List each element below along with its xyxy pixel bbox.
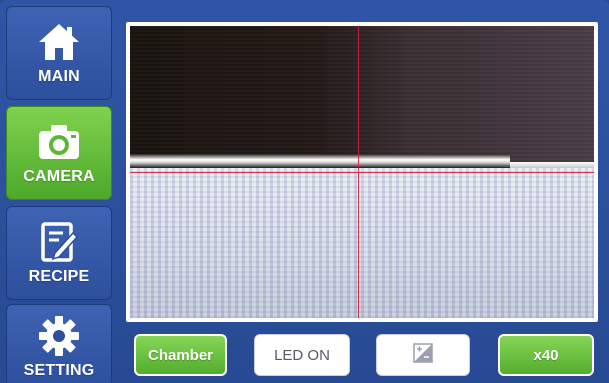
camera-bright-region [130,168,594,318]
sidebar-item-main[interactable]: MAIN [6,6,112,100]
exposure-button[interactable] [376,334,470,376]
camera-icon [35,120,83,164]
sidebar-item-recipe[interactable]: RECIPE [6,206,112,300]
camera-dark-region [130,26,594,164]
camera-edge-line [130,154,510,168]
chamber-button[interactable]: Chamber [134,334,227,376]
sidebar-item-camera[interactable]: CAMERA [6,106,112,200]
camera-edge-line-right [510,162,594,168]
recipe-edit-icon [35,220,83,264]
sidebar-item-setting[interactable]: SETTING [6,304,112,383]
sidebar: MAIN CAMERA [6,6,112,383]
sidebar-item-label: CAMERA [23,168,95,185]
sidebar-item-label: MAIN [38,68,80,85]
sidebar-item-label: RECIPE [28,268,90,285]
camera-frame [126,22,598,322]
exposure-icon [412,342,434,368]
sidebar-item-label: SETTING [23,361,95,379]
camera-live-view[interactable] [130,26,594,318]
gear-icon [35,314,83,358]
zoom-x40-button[interactable]: x40 [498,334,594,376]
home-icon [35,20,83,64]
crosshair-horizontal [130,172,594,173]
led-on-button[interactable]: LED ON [254,334,350,376]
